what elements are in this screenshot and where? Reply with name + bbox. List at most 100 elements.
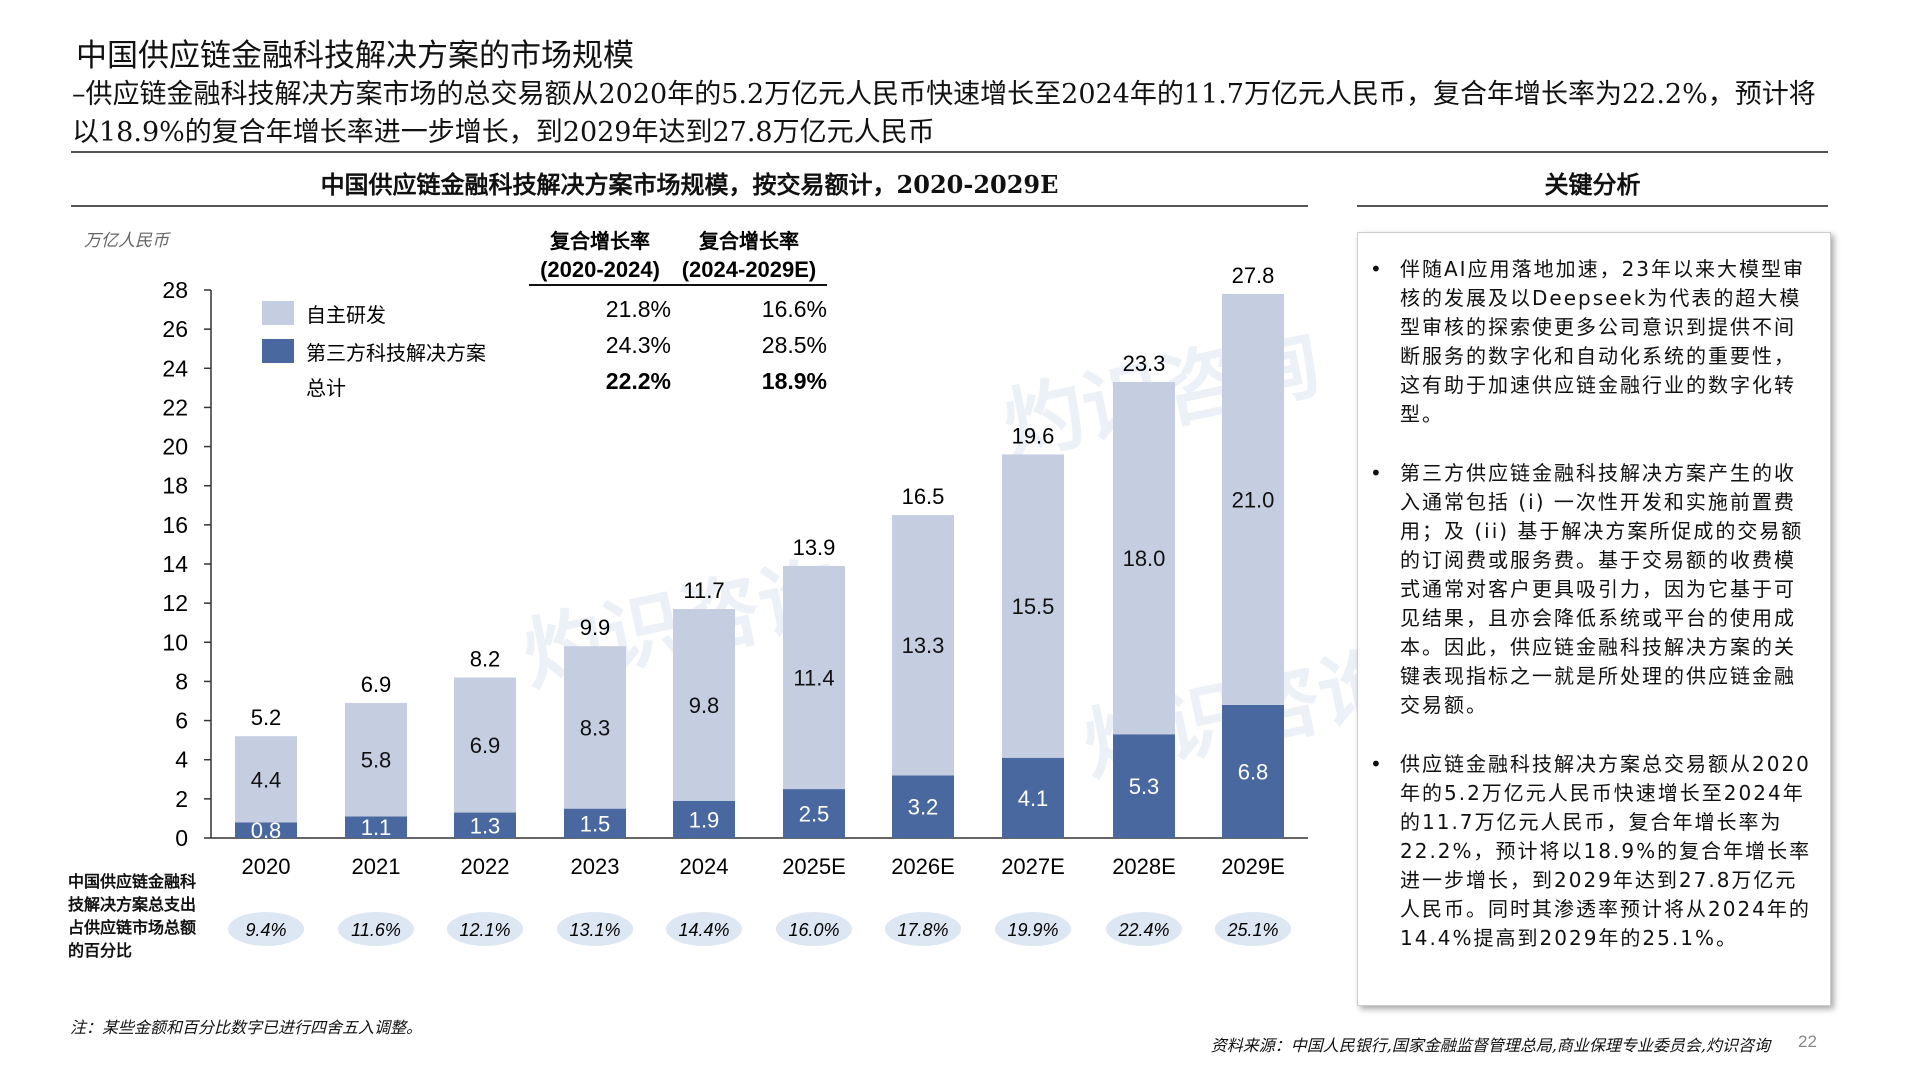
bar-value-label: 1.5	[580, 811, 611, 836]
footnote: 注：某些金额和百分比数字已进行四舍五入调整。	[70, 1018, 423, 1037]
y-tick-label: 16	[162, 512, 188, 538]
bar-total-label: 23.3	[1123, 351, 1166, 376]
penetration-label: 中国供应链金融科技解决方案总支出占供应链市场总额的百分比	[68, 872, 197, 960]
bar-value-label: 21.0	[1232, 487, 1275, 512]
bar-total-label: 16.5	[902, 484, 945, 509]
bar-segment	[1002, 454, 1064, 758]
bar-segment	[783, 789, 845, 838]
bar-segment	[892, 515, 954, 776]
bar-value-label: 11.4	[793, 666, 834, 691]
bar-value-label: 5.8	[361, 748, 392, 773]
bar-total-label: 6.9	[361, 672, 392, 697]
cagr-value: 21.8%	[606, 296, 671, 322]
bar-total-label: 19.6	[1012, 423, 1055, 448]
bar-segment	[454, 677, 516, 813]
penetration-bubble	[447, 912, 523, 946]
bar-value-label: 15.5	[1012, 594, 1055, 619]
y-tick-label: 6	[175, 708, 188, 734]
bar-segment	[1113, 381, 1175, 735]
penetration-value: 17.8%	[897, 920, 948, 940]
y-tick-label: 0	[175, 825, 188, 851]
y-tick-label: 4	[175, 747, 188, 773]
bar-total-label: 9.9	[580, 615, 611, 640]
y-tick-label: 8	[175, 668, 188, 694]
bar-segment	[673, 800, 735, 838]
analysis-bullet: 供应链金融科技解决方案总交易额从2020年的5.2万亿元人民币快速增长至2024…	[1370, 750, 1816, 953]
bar-total-label: 27.8	[1232, 263, 1275, 288]
penetration-bubble	[666, 912, 742, 946]
analysis-title: 关键分析	[1544, 170, 1641, 199]
page-subtitle: –供应链金融科技解决方案市场的总交易额从2020年的5.2万亿元人民币快速增长至…	[72, 79, 1816, 148]
y-tick-label: 26	[162, 316, 188, 342]
penetration-bubble	[1215, 912, 1291, 946]
bar-total-label: 8.2	[470, 647, 501, 672]
legend-label: 自主研发	[306, 303, 386, 327]
bar-segment	[1002, 757, 1064, 838]
x-tick-label: 2024	[680, 854, 729, 879]
bar-segment	[345, 702, 407, 817]
y-tick-label: 24	[162, 355, 188, 381]
penetration-bubble	[995, 912, 1071, 946]
penetration-bubble	[1106, 912, 1182, 946]
x-tick-label: 2028E	[1112, 854, 1176, 879]
bar-value-label: 4.4	[251, 767, 282, 792]
divider	[71, 151, 1828, 153]
cagr-value: 16.6%	[762, 296, 827, 322]
key-analysis-panel: 伴随AI应用落地加速，23年以来大模型审核的发展及以Deepseek为代表的超大…	[1357, 232, 1831, 1006]
penetration-value: 22.4%	[1117, 920, 1169, 940]
y-tick-label: 12	[162, 590, 188, 616]
y-tick-label: 2	[175, 786, 188, 812]
y-tick-label: 20	[162, 434, 188, 460]
bar-segment	[673, 609, 735, 801]
bar-total-label: 5.2	[251, 705, 282, 730]
bar-value-label: 6.8	[1238, 759, 1269, 784]
bar-segment	[564, 808, 626, 838]
penetration-bubble	[885, 912, 961, 946]
bar-value-label: 1.3	[470, 813, 501, 838]
bar-value-label: 1.1	[361, 815, 392, 840]
page-title: 中国供应链金融科技解决方案的市场规模	[76, 38, 634, 74]
y-tick-label: 10	[162, 629, 188, 655]
legend-swatch	[262, 339, 294, 363]
bar-value-label: 2.5	[799, 802, 830, 827]
bar-value-label: 5.3	[1129, 774, 1160, 799]
cagr-value: 22.2%	[606, 368, 671, 394]
x-tick-label: 2021	[352, 854, 401, 879]
bar-total-label: 13.9	[793, 535, 836, 560]
penetration-value: 19.9%	[1007, 920, 1058, 940]
x-tick-label: 2027E	[1001, 854, 1065, 879]
divider	[71, 205, 1308, 207]
bar-value-label: 4.1	[1018, 786, 1049, 811]
penetration-value: 25.1%	[1226, 920, 1278, 940]
analysis-bullet: 伴随AI应用落地加速，23年以来大模型审核的发展及以Deepseek为代表的超大…	[1370, 255, 1816, 429]
bar-segment	[235, 822, 297, 838]
divider	[1357, 205, 1828, 207]
y-tick-label: 14	[162, 551, 188, 577]
y-tick-label: 28	[162, 277, 188, 303]
penetration-value: 14.4%	[678, 920, 729, 940]
x-tick-label: 2020	[242, 854, 291, 879]
analysis-bullet: 第三方供应链金融科技解决方案产生的收入通常包括 (i) 一次性开发和实施前置费用…	[1370, 459, 1816, 720]
bar-segment	[345, 816, 407, 838]
bar-segment	[564, 646, 626, 809]
cagr-value: 18.9%	[762, 368, 827, 394]
legend-swatch	[262, 301, 294, 325]
cagr-row-label: 总计	[306, 376, 346, 400]
cagr-header-period: (2024-2029E)	[682, 257, 817, 282]
bar-value-label: 13.3	[902, 633, 945, 658]
bar-segment	[783, 565, 845, 790]
penetration-bubble	[228, 912, 304, 946]
bar-segment	[235, 736, 297, 823]
cagr-header: 复合增长率	[549, 229, 650, 253]
bar-value-label: 3.2	[908, 795, 939, 820]
bar-total-label: 11.7	[683, 578, 724, 603]
penetration-bubble	[557, 912, 633, 946]
penetration-value: 9.4%	[245, 920, 286, 940]
bar-value-label: 1.9	[689, 807, 720, 832]
penetration-value: 11.6%	[351, 920, 401, 940]
x-tick-label: 2023	[571, 854, 620, 879]
bar-segment	[1222, 293, 1284, 705]
y-tick-label: 22	[162, 394, 188, 420]
penetration-value: 16.0%	[788, 920, 839, 940]
